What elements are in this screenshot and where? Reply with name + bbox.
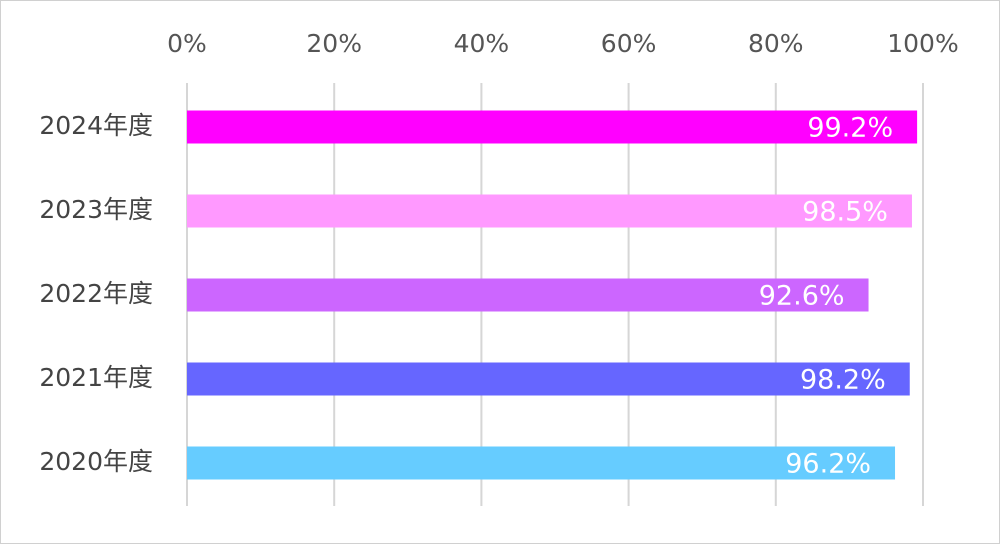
bar-2024年度	[187, 110, 918, 144]
bar-2023年度	[187, 194, 912, 228]
x-tick-label-60: 60%	[601, 29, 657, 58]
category-labels: 2024年度 2023年度 2022年度 2021年度 2020年度	[39, 111, 153, 476]
data-label-2024年度: 99.2%	[807, 113, 893, 144]
category-label-2024年度: 2024年度	[39, 111, 153, 140]
x-tick-label-40: 40%	[454, 29, 510, 58]
bars	[187, 110, 918, 480]
data-label-2020年度: 96.2%	[785, 449, 871, 480]
bar-2022年度	[187, 278, 869, 312]
data-label-2022年度: 92.6%	[759, 281, 845, 312]
x-axis-ticks: 0% 20% 40% 60% 80% 100%	[167, 29, 959, 58]
data-label-2023年度: 98.5%	[802, 197, 888, 228]
bar-2021年度	[187, 362, 910, 396]
category-label-2020年度: 2020年度	[39, 447, 153, 476]
x-tick-label-20: 20%	[306, 29, 362, 58]
category-label-2023年度: 2023年度	[39, 195, 153, 224]
data-labels: 99.2% 98.5% 92.6% 98.2% 96.2%	[759, 113, 893, 480]
category-label-2022年度: 2022年度	[39, 279, 153, 308]
category-label-2021年度: 2021年度	[39, 363, 153, 392]
bar-2020年度	[187, 446, 896, 480]
data-label-2021年度: 98.2%	[800, 365, 886, 396]
x-tick-label-0: 0%	[167, 29, 207, 58]
x-tick-label-100: 100%	[887, 29, 958, 58]
x-tick-label-80: 80%	[748, 29, 804, 58]
